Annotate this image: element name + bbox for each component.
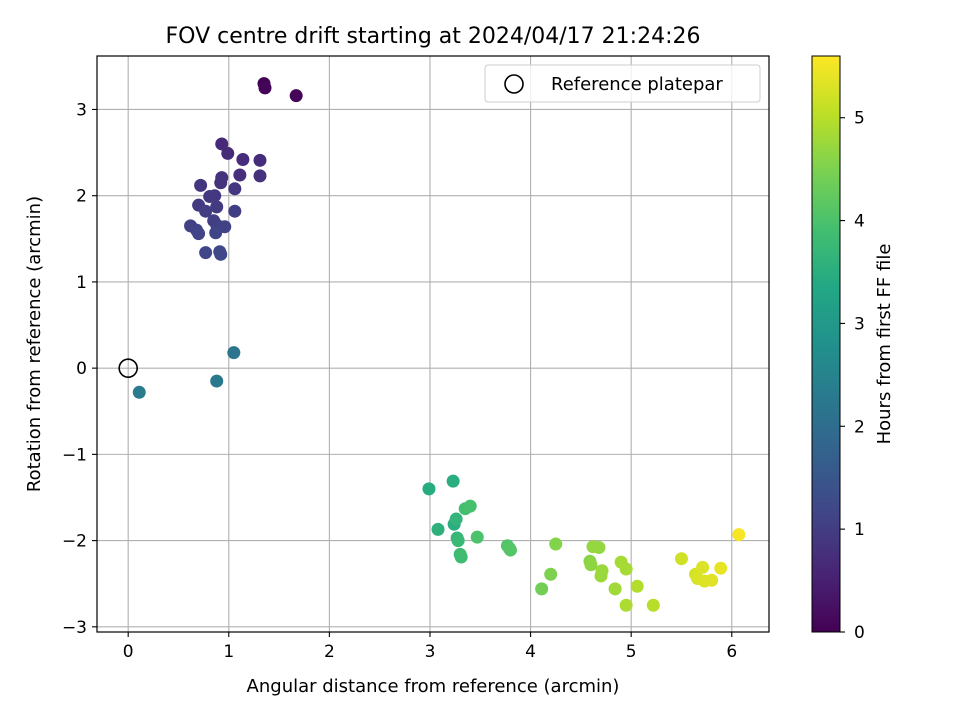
colorbar: 0 1 2 3 4 5 Hours from first FF file bbox=[811, 55, 895, 643]
data-point bbox=[619, 598, 633, 612]
data-point bbox=[674, 552, 688, 566]
colorbar-tick-label: 4 bbox=[854, 212, 865, 232]
legend-entry-reference: Reference platepar bbox=[551, 74, 723, 95]
data-point bbox=[630, 579, 644, 593]
data-point bbox=[584, 558, 598, 572]
colorbar-tick-label: 0 bbox=[854, 623, 865, 643]
colorbar-gradient bbox=[811, 55, 841, 633]
colorbar-tick-label: 2 bbox=[854, 417, 865, 437]
axes-frame bbox=[96, 55, 770, 633]
data-point bbox=[608, 582, 622, 596]
x-tick-label: 4 bbox=[525, 642, 536, 662]
data-point bbox=[289, 89, 303, 103]
data-point bbox=[209, 226, 223, 240]
y-tick-label: 1 bbox=[76, 273, 87, 293]
data-point bbox=[258, 81, 272, 95]
data-point bbox=[705, 573, 719, 587]
data-point bbox=[214, 176, 228, 190]
reference-marker bbox=[118, 358, 138, 378]
data-point bbox=[227, 346, 241, 360]
data-point bbox=[714, 561, 728, 575]
data-point bbox=[646, 598, 660, 612]
colorbar-ticks: 0 1 2 3 4 5 bbox=[840, 109, 865, 643]
x-tick-label: 5 bbox=[626, 642, 637, 662]
y-tick-label: −3 bbox=[62, 618, 87, 638]
data-point bbox=[592, 540, 606, 554]
y-axis-label: Rotation from reference (arcmin) bbox=[24, 196, 45, 492]
colorbar-tick-label: 5 bbox=[854, 109, 865, 129]
y-axis-ticks: −3 −2 −1 0 1 2 3 bbox=[62, 100, 97, 638]
legend-box bbox=[484, 64, 761, 103]
data-point bbox=[253, 153, 267, 167]
data-point bbox=[210, 200, 224, 214]
data-point bbox=[253, 169, 267, 183]
legend-marker bbox=[504, 74, 524, 94]
data-point bbox=[463, 499, 477, 513]
colorbar-tick-label: 1 bbox=[854, 520, 865, 540]
data-point bbox=[233, 168, 247, 182]
y-tick-label: 3 bbox=[76, 100, 87, 120]
data-point bbox=[470, 530, 484, 544]
data-point bbox=[544, 567, 558, 581]
data-point bbox=[214, 247, 228, 261]
data-point bbox=[199, 246, 213, 260]
data-point bbox=[132, 385, 146, 399]
data-point bbox=[732, 528, 746, 542]
x-tick-label: 2 bbox=[324, 642, 335, 662]
data-point bbox=[595, 564, 609, 578]
y-tick-label: −2 bbox=[62, 532, 87, 552]
x-tick-label: 3 bbox=[425, 642, 436, 662]
plot-area: 0 1 2 3 4 5 6 −3 −2 −1 0 1 2 3 bbox=[62, 55, 770, 662]
data-point bbox=[535, 582, 549, 596]
data-point bbox=[199, 204, 213, 218]
x-tick-label: 6 bbox=[726, 642, 737, 662]
data-point bbox=[194, 178, 208, 192]
y-tick-label: 0 bbox=[76, 359, 87, 379]
x-axis-ticks: 0 1 2 3 4 5 6 bbox=[123, 632, 737, 662]
data-point bbox=[192, 227, 206, 241]
data-point bbox=[210, 374, 224, 388]
data-point bbox=[431, 522, 445, 536]
data-point bbox=[502, 541, 516, 555]
data-point bbox=[215, 137, 229, 151]
data-point bbox=[203, 190, 217, 204]
x-axis-label: Angular distance from reference (arcmin) bbox=[247, 676, 620, 697]
x-tick-label: 1 bbox=[223, 642, 234, 662]
grid bbox=[97, 56, 769, 632]
legend: Reference platepar bbox=[484, 64, 761, 103]
data-point bbox=[449, 512, 463, 526]
x-tick-label: 0 bbox=[123, 642, 134, 662]
data-point bbox=[446, 474, 460, 488]
data-point bbox=[451, 534, 465, 548]
data-point bbox=[221, 146, 235, 160]
data-point bbox=[549, 537, 563, 551]
data-point bbox=[236, 152, 250, 166]
chart-title: FOV centre drift starting at 2024/04/17 … bbox=[166, 24, 701, 49]
data-point bbox=[422, 482, 436, 496]
data-point bbox=[228, 204, 242, 218]
data-point bbox=[619, 562, 633, 576]
colorbar-label: Hours from first FF file bbox=[874, 244, 895, 445]
data-point bbox=[696, 560, 710, 574]
data-point bbox=[454, 550, 468, 564]
data-points bbox=[132, 77, 746, 612]
y-tick-label: 2 bbox=[76, 187, 87, 207]
colorbar-tick-label: 3 bbox=[854, 314, 865, 334]
y-tick-label: −1 bbox=[62, 445, 87, 465]
data-point bbox=[228, 182, 242, 196]
